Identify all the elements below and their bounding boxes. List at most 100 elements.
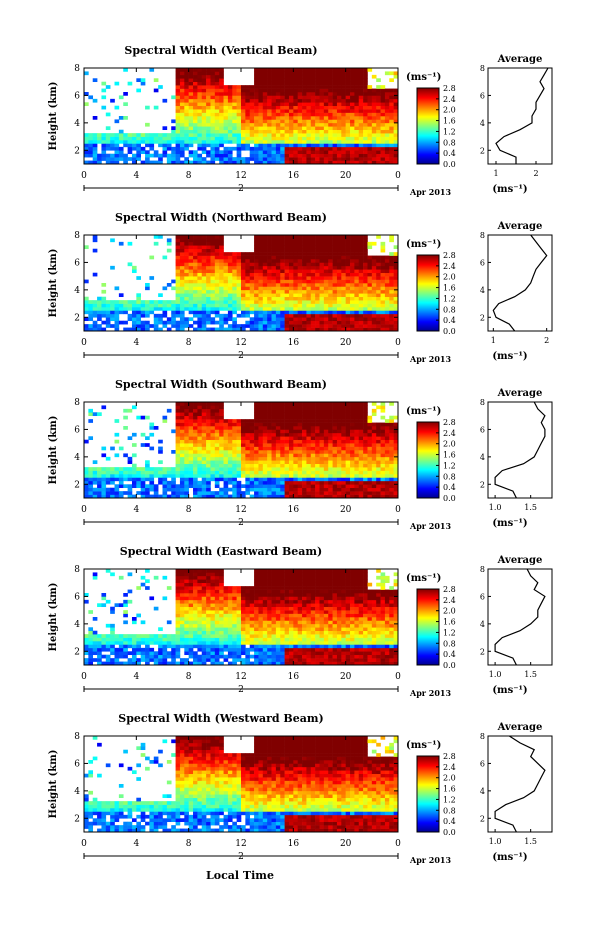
heatmap-cell	[236, 133, 242, 137]
heatmap-cell	[363, 453, 368, 458]
heatmap-cell	[275, 105, 281, 110]
heatmap-cell	[367, 463, 373, 468]
heatmap-cell	[384, 422, 390, 427]
heatmap-cell	[380, 313, 386, 318]
colorbar	[416, 87, 440, 165]
x-tick-label: 8	[186, 171, 192, 181]
heatmap-cell	[319, 300, 325, 304]
heatmap-cell	[214, 296, 220, 301]
heatmap-cell	[175, 150, 181, 155]
heatmap-cell	[241, 303, 246, 308]
heatmap-cell	[201, 429, 207, 434]
heatmap-cell	[328, 119, 333, 124]
heatmap-cell	[293, 307, 298, 311]
heatmap-cell	[380, 143, 386, 148]
heatmap-cell	[236, 109, 242, 113]
heatmap-cell	[188, 324, 194, 328]
heatmap-cell	[328, 252, 333, 256]
heatmap-cell	[271, 276, 277, 280]
heatmap-cell	[319, 112, 325, 117]
heatmap-cell	[206, 102, 211, 107]
heatmap-cell	[175, 265, 181, 270]
heatmap-cell	[332, 160, 338, 165]
heatmap-cell	[123, 300, 128, 304]
heatmap-cell	[376, 470, 381, 475]
heatmap-cell	[336, 443, 342, 447]
heatmap-cell	[271, 470, 277, 475]
heatmap-cell	[389, 303, 394, 308]
heatmap-cell	[354, 467, 360, 471]
heatmap-cell	[371, 133, 377, 137]
heatmap-cell	[271, 405, 277, 410]
heatmap-cell	[328, 279, 333, 284]
heatmap-cell	[302, 317, 307, 322]
heatmap-cell	[241, 265, 246, 270]
heatmap-cell	[275, 245, 281, 250]
heatmap-cell	[354, 320, 360, 325]
heatmap-cell	[350, 310, 355, 315]
heatmap-cell	[350, 436, 355, 441]
heatmap-cell	[145, 415, 150, 420]
heatmap-cell	[275, 74, 281, 79]
heatmap-cell	[354, 474, 360, 478]
heatmap-cell	[271, 136, 277, 141]
heatmap-cell	[232, 450, 237, 454]
heatmap-cell	[288, 480, 294, 485]
heatmap-cell	[219, 303, 224, 308]
heatmap-cell	[175, 92, 181, 96]
heatmap-cell	[358, 408, 364, 413]
heatmap-cell	[254, 293, 259, 298]
heatmap-cell	[219, 248, 224, 253]
heatmap-cell	[376, 126, 381, 131]
heatmap-cell	[258, 467, 264, 471]
heatmap-cell	[171, 95, 176, 100]
heatmap-cell	[389, 293, 394, 298]
heatmap-cell	[345, 259, 351, 263]
heatmap-cell	[193, 255, 198, 260]
heatmap-cell	[371, 289, 377, 294]
heatmap-cell	[118, 129, 124, 134]
heatmap-cell	[358, 255, 364, 260]
heatmap-cell	[175, 112, 181, 117]
heatmap-cell	[341, 310, 346, 315]
heatmap-cell	[350, 477, 355, 482]
heatmap-cell	[341, 255, 346, 260]
heatmap-cell	[284, 262, 290, 267]
heatmap-cell	[184, 122, 189, 127]
heatmap-cell	[249, 286, 255, 291]
heatmap-cell	[371, 262, 377, 267]
heatmap-cell	[363, 279, 368, 284]
heatmap-cell	[88, 654, 94, 659]
heatmap-cell	[214, 140, 220, 144]
heatmap-cell	[280, 265, 285, 270]
heatmap-cell	[293, 289, 298, 294]
heatmap-cell	[206, 78, 211, 83]
heatmap-cell	[197, 140, 203, 144]
heatmap-cell	[184, 432, 189, 437]
heatmap-cell	[376, 320, 381, 325]
heatmap-cell	[310, 140, 316, 144]
heatmap-cell	[336, 327, 342, 332]
heatmap-cell	[280, 140, 285, 144]
heatmap-cell	[319, 265, 325, 270]
heatmap-cell	[175, 402, 181, 406]
heatmap-cell	[223, 88, 229, 93]
heatmap-cell	[97, 310, 102, 315]
heatmap-cell	[145, 320, 150, 325]
heatmap-cell	[227, 262, 233, 267]
heatmap-cell	[258, 238, 264, 243]
heatmap-cell	[197, 143, 203, 148]
heatmap-cell	[232, 92, 237, 96]
heatmap-cell	[336, 119, 342, 124]
heatmap-cell	[206, 313, 211, 318]
heatmap-cell	[323, 491, 329, 495]
heatmap-cell	[188, 235, 194, 239]
heatmap-cell	[158, 450, 163, 454]
heatmap-cell	[206, 463, 211, 468]
heatmap-cell	[184, 259, 189, 263]
heatmap-cell	[197, 412, 203, 417]
heatmap-cell	[262, 116, 268, 120]
heatmap-cell	[267, 238, 272, 243]
heatmap-cell	[271, 279, 277, 284]
heatmap-cell	[162, 255, 168, 260]
